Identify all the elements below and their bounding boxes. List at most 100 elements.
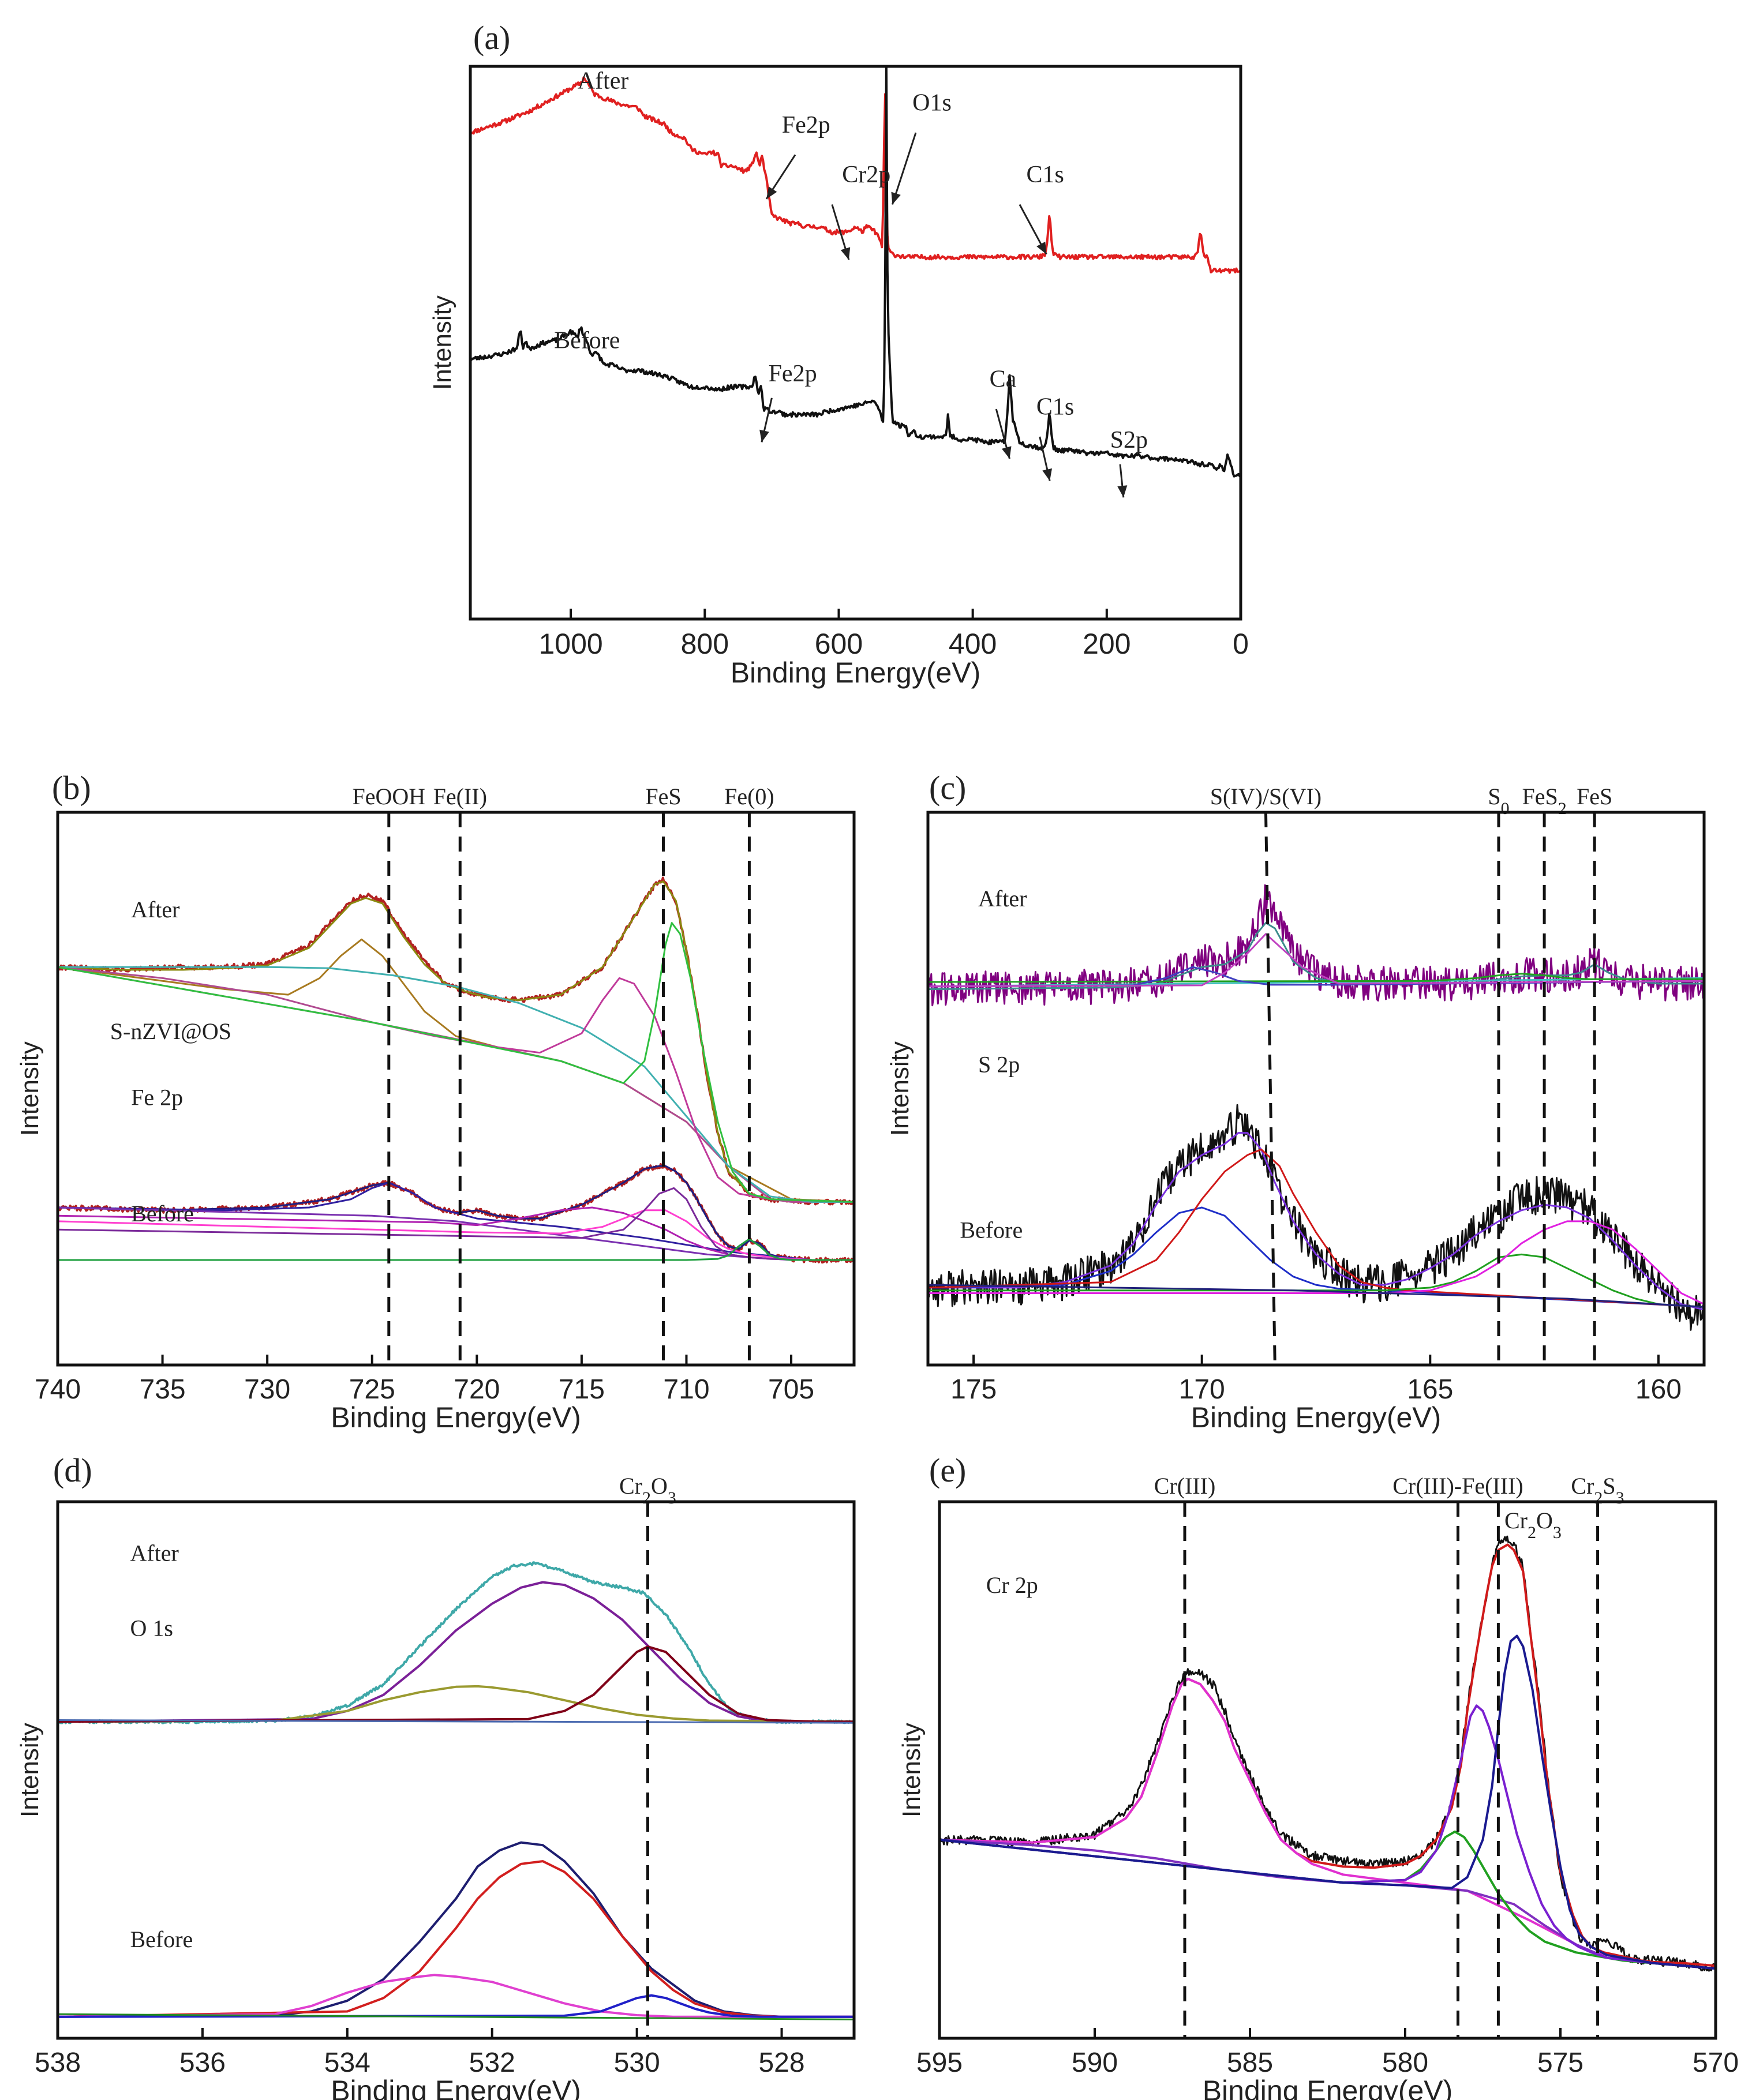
annotation-b-3: Before <box>131 1201 194 1227</box>
reference-label-e-2: Cr2O3 <box>1504 1507 1562 1542</box>
annotation-a-6: Fe2p <box>769 361 817 387</box>
series-b-fe-0-before-comp <box>58 1187 854 1261</box>
x-tick-label-a-1: 800 <box>681 628 729 660</box>
x-tick-label-a-4: 200 <box>1083 628 1130 660</box>
series-c-after-s-vi-comp <box>928 966 1704 988</box>
series-c-fes2-comp <box>928 1220 1704 1306</box>
series-b-after-envelope <box>58 880 854 1203</box>
annotation-b-0: After <box>131 897 179 922</box>
annotation-a-0: After <box>578 68 629 94</box>
series-c-before-envelope <box>928 1132 1704 1311</box>
x-tick-label-b-1: 735 <box>140 1374 186 1405</box>
series-e-cr2s3-comp <box>939 1634 1716 1970</box>
arrow-head-a-0 <box>766 186 777 199</box>
x-tick-label-b-2: 730 <box>244 1374 290 1405</box>
arrow-head-a-5 <box>1001 446 1012 459</box>
annotation-d-1: O 1s <box>130 1615 173 1641</box>
x-tick-label-b-6: 710 <box>663 1374 709 1405</box>
x-axis-title-d: Binding Energy(eV) <box>331 2075 581 2100</box>
annotation-c-2: Before <box>960 1217 1023 1243</box>
x-axis-title-c: Binding Energy(eV) <box>1191 1401 1442 1434</box>
y-axis-title-b: Intensity <box>16 1041 44 1136</box>
x-axis-title-b: Binding Energy(eV) <box>331 1401 581 1434</box>
x-tick-label-a-0: 1000 <box>539 628 603 660</box>
annotation-b-2: Fe 2p <box>131 1085 183 1111</box>
x-tick-label-c-2: 165 <box>1407 1374 1453 1405</box>
x-tick-label-a-5: 0 <box>1233 628 1249 660</box>
axes-frame-d <box>56 1500 856 2040</box>
reference-label-b-3: Fe(0) <box>724 783 774 809</box>
series-c-s-vi-comp <box>928 1206 1704 1308</box>
series-e-cr2o3-comp <box>939 1704 1716 1970</box>
series-b-satellite-baseline <box>58 966 854 1203</box>
annotation-a-7: Ca <box>990 366 1017 393</box>
x-tick-label-b-5: 715 <box>559 1374 605 1405</box>
reference-label-b-2: FeS <box>645 783 681 809</box>
x-tick-label-a-3: 400 <box>949 628 997 660</box>
series-d-after-o-h-comp <box>58 1581 854 1723</box>
series-b-fes-component <box>58 966 854 1203</box>
series-c-s0-comp <box>928 1253 1704 1308</box>
reference-label-c-0: S(IV)/S(VI) <box>1210 783 1322 809</box>
x-tick-label-d-4: 530 <box>614 2047 660 2078</box>
series-d-after-baseline <box>58 1719 854 1724</box>
x-tick-label-b-3: 725 <box>349 1374 395 1405</box>
panel-b-fe2p-spectrum: FeOOH Fe(II) FeS Fe(0) After S-nZVI@OS Fe 2p Be… <box>16 769 856 1434</box>
x-tick-label-c-0: 175 <box>950 1374 997 1405</box>
panel-label-c: (c) <box>929 769 966 807</box>
panel-label-d: (d) <box>53 1452 92 1489</box>
reference-label-b-1: Fe(II) <box>433 783 487 809</box>
x-tick-label-e-1: 590 <box>1072 2047 1118 2078</box>
axes-frame-c <box>926 811 1706 1367</box>
series-c-after-s-iv-comp <box>928 933 1704 988</box>
y-axis-title-a: Intensity <box>428 295 456 390</box>
arrow-head-a-7 <box>1117 485 1128 498</box>
y-axis-title-c: Intensity <box>886 1041 914 1136</box>
panel-a-survey-spectrum: After Fe2p O1s Cr2p C1s Before Fe2p Ca C1s S2p 100… <box>428 19 1249 689</box>
annotation-a-1: Fe2p <box>782 112 830 138</box>
series-c-before-raw <box>928 1104 1704 1331</box>
reference-label-e-1: Cr(III)-Fe(III) <box>1392 1473 1523 1499</box>
reference-label-e-0: Cr(III) <box>1154 1473 1216 1499</box>
series-e-cr-iii-fe-iii-comp <box>939 1830 1716 1970</box>
arrow-head-a-6 <box>1042 468 1053 481</box>
annotation-b-1: S-nZVI@OS <box>110 1018 231 1044</box>
series-a-after <box>470 76 1241 274</box>
reference-label-b-0: FeOOH <box>352 783 425 809</box>
x-tick-label-b-7: 705 <box>768 1374 814 1405</box>
panel-label-e: (e) <box>929 1452 966 1489</box>
annotation-d-0: After <box>130 1540 178 1566</box>
x-axis-title-e: Binding Energy(eV) <box>1203 2075 1453 2100</box>
series-d-before-c-o-comp <box>58 1974 854 2018</box>
series-b-before-feooh-comp <box>58 1182 854 1261</box>
arrow-line-a-1 <box>891 132 917 205</box>
axes-frame-b <box>56 811 856 1367</box>
arrow-head-a-4 <box>759 429 769 442</box>
series-b-fes-before-comp <box>58 1209 854 1261</box>
plot-area-b <box>58 876 854 1264</box>
axes-frame-e <box>938 1500 1717 2040</box>
x-tick-label-d-5: 528 <box>758 2047 804 2078</box>
annotation-d-2: Before <box>130 1926 193 1952</box>
annotation-a-4: C1s <box>1027 162 1064 188</box>
plot-area-a <box>470 66 1241 478</box>
x-tick-label-e-0: 595 <box>916 2047 963 2078</box>
annotation-a-2: O1s <box>912 90 952 117</box>
axes-frame-a <box>469 65 1242 621</box>
annotation-c-1: S 2p <box>978 1051 1020 1077</box>
x-tick-label-b-4: 720 <box>454 1374 500 1405</box>
annotation-a-5: Before <box>554 328 620 354</box>
reference-label-c-2: FeS2 <box>1522 783 1566 818</box>
x-tick-label-d-3: 532 <box>469 2047 515 2078</box>
x-tick-label-e-2: 585 <box>1227 2047 1273 2078</box>
annotation-c-0: After <box>978 886 1027 912</box>
series-c-after-s0-comp <box>928 973 1704 983</box>
x-tick-label-e-3: 580 <box>1382 2047 1428 2078</box>
x-tick-label-e-4: 575 <box>1537 2047 1583 2078</box>
y-axis-title-d: Intensity <box>16 1723 44 1817</box>
annotation-a-9: S2p <box>1110 427 1148 453</box>
annotation-a-8: C1s <box>1036 394 1074 421</box>
